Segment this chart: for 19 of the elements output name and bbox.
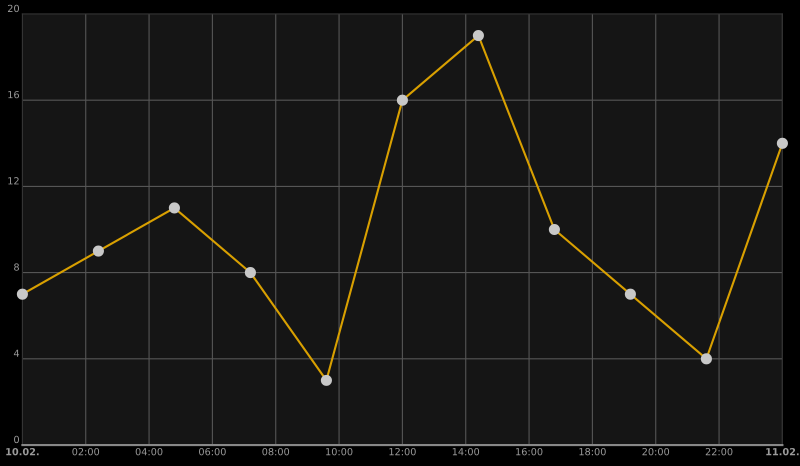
y-tick-label: 12 [8,177,19,184]
y-tick-label: 20 [8,4,19,12]
x-tick-label: 08:00 [262,448,290,456]
x-tick-label: 11.02. [766,448,799,456]
x-tick-label: 12:00 [389,448,416,456]
x-tick-label: 04:00 [136,448,162,456]
x-tick-label: 14:00 [452,448,480,456]
x-tick-label: 18:00 [579,448,606,456]
x-tick-label: 10.02. [6,448,39,456]
x-tick-label: 20:00 [642,448,670,456]
x-tick-label: 16:00 [516,448,542,456]
x-tick-label: 02:00 [72,448,100,456]
x-tick-label: 06:00 [199,448,226,456]
x-tick-label: 10:00 [326,448,352,456]
y-tick-label: 4 [14,350,20,357]
y-tick-label: 0 [14,436,19,444]
x-tick-label: 22:00 [706,448,732,456]
y-tick-label: 8 [14,263,19,271]
y-tick-label: 16 [8,90,20,98]
